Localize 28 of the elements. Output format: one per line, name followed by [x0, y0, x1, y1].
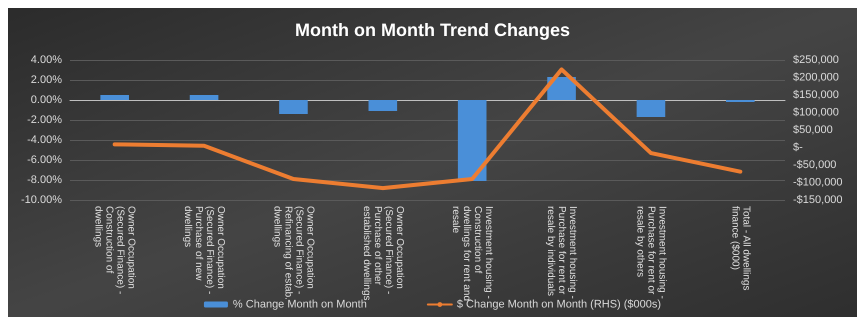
y-tick-label: 4.00% — [30, 54, 62, 66]
line-series — [112, 67, 742, 190]
y2-tick-label: $150,000 — [793, 89, 839, 101]
y-tick-label: 0.00% — [30, 94, 62, 106]
y2-tick-label: $50,000 — [793, 124, 833, 136]
y-tick-label: -10.00% — [21, 194, 62, 206]
bar — [458, 100, 486, 181]
bar — [190, 95, 218, 100]
y2-tick-label: $100,000 — [793, 106, 839, 118]
y-tick-label: -2.00% — [27, 114, 62, 126]
y2-tick-label: -$100,000 — [793, 176, 843, 188]
x-tick-label: Owner Occupation (Secured Finance) - Purchase of new dwellings — [182, 206, 226, 298]
chart-title: Month on Month Trend Changes — [295, 20, 570, 40]
bar — [368, 100, 398, 111]
y-tick-label: -6.00% — [27, 154, 62, 166]
bar — [279, 100, 308, 114]
y-tick-label: -4.00% — [27, 134, 62, 146]
y2-tick-label: -$150,000 — [793, 194, 843, 206]
bar — [636, 100, 666, 117]
x-tick-label: Owner Occupation (Secured Finance) - Construction of dwellings — [92, 206, 137, 298]
y2-tick-label: $- — [793, 142, 804, 154]
y2-tick-label: $250,000 — [793, 54, 839, 66]
y-tick-label: 2.00% — [30, 74, 62, 86]
y2-tick-label: $200,000 — [793, 72, 839, 84]
y-tick-label: -8.00% — [27, 174, 62, 186]
y2-tick-label: -$50,000 — [793, 159, 836, 171]
x-tick-label: Total - All dwellings finance ($000) — [729, 206, 752, 294]
bar — [100, 95, 129, 100]
